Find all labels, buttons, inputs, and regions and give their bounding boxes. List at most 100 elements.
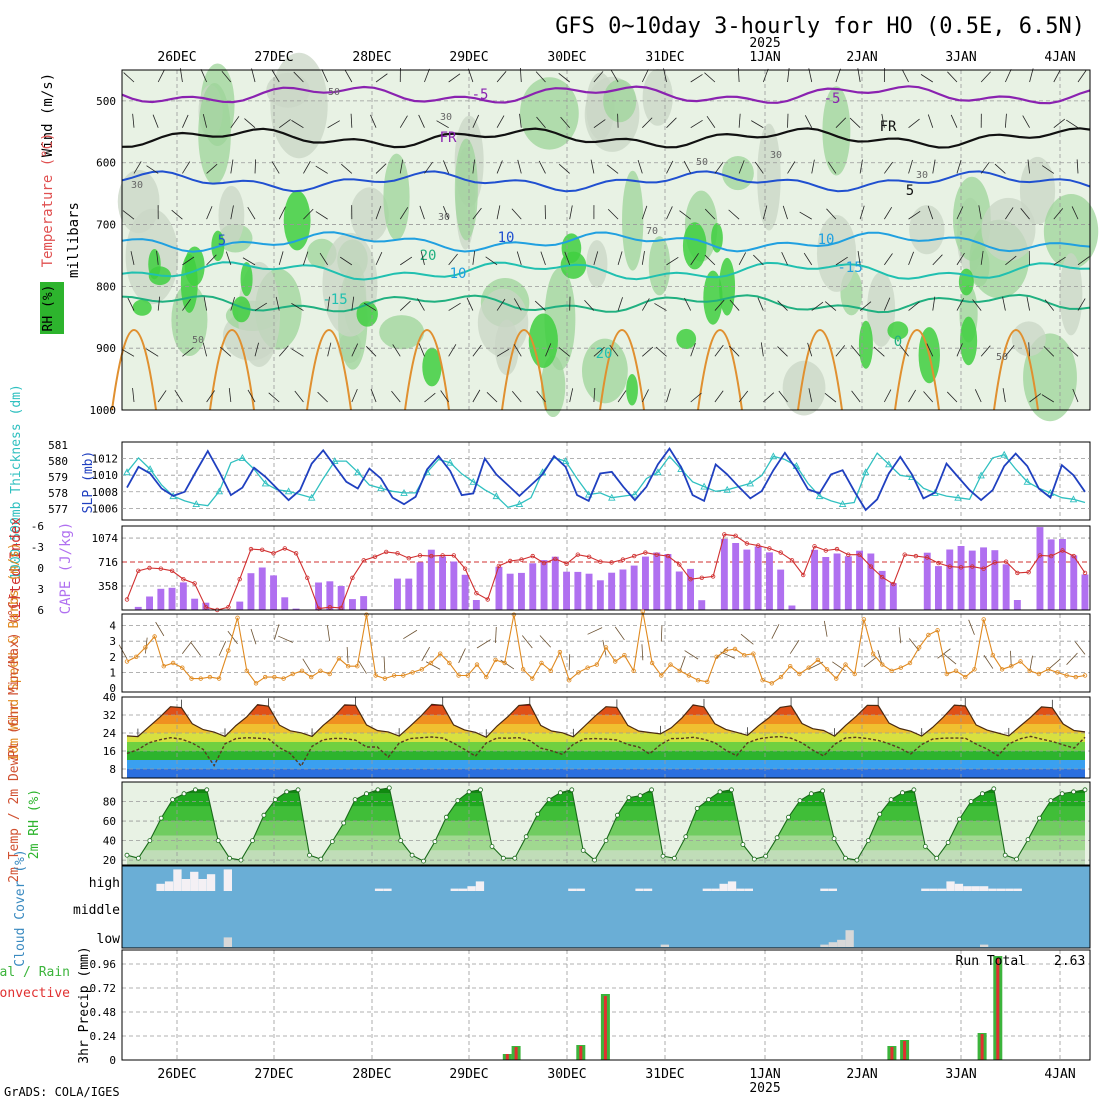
cape-bar [394, 578, 401, 610]
lifted-index-point [981, 566, 986, 571]
inst-frame [121, 525, 1091, 611]
wind-barb [849, 117, 861, 129]
wind-barb [132, 113, 135, 128]
wind-barb [590, 159, 595, 174]
wind-barb [375, 163, 387, 174]
wind-barb [1029, 393, 1042, 403]
wind10-barb [118, 644, 128, 659]
isotherm-label: 10 [818, 232, 835, 248]
wind-barb [225, 251, 232, 265]
rh2m-point [831, 836, 837, 841]
wind10-barb [425, 661, 441, 670]
wind10-tick: 2 [109, 651, 116, 664]
rh2m-point [615, 812, 620, 818]
rh-blob [858, 320, 873, 369]
rh-blob [540, 355, 566, 418]
wind-barb [956, 343, 963, 357]
wind-barb [519, 113, 522, 128]
rh2m-point [284, 789, 290, 795]
li-tick: -6 [31, 520, 44, 533]
wind10-tick: 1 [109, 666, 116, 679]
lifted-index-point [801, 572, 806, 578]
wind-barb [291, 120, 304, 129]
wind-barb [763, 392, 775, 403]
cloud-bar-high [568, 888, 577, 891]
wind10-barb [823, 620, 828, 637]
wind-barb [448, 253, 458, 266]
thickness-point [192, 500, 201, 508]
wind-barb [593, 251, 599, 265]
rh2m-point [1002, 852, 1008, 858]
wind10-point [999, 667, 1005, 672]
pressure-tick: 1000 [90, 404, 117, 417]
precip-convective-bar [579, 1046, 583, 1060]
lifted-index-point [665, 553, 671, 559]
isotherm-25 [111, 329, 157, 411]
wind-barb [683, 160, 692, 174]
wind-barb [835, 256, 848, 266]
rh2m-point [455, 798, 461, 803]
wind-barb [278, 119, 291, 129]
cape-bar [574, 571, 582, 610]
wind-barb [899, 344, 909, 357]
wind-barb [884, 161, 893, 174]
cape-bar [1013, 600, 1021, 610]
rh-blob [528, 313, 558, 368]
wind-barb [1053, 256, 1066, 266]
cloud-bar-low [845, 930, 854, 947]
wind-barb [418, 343, 425, 357]
li-tick: 6 [37, 604, 44, 617]
lifted-index-point [496, 563, 502, 569]
wind-barb [247, 206, 256, 220]
rh2m-point [272, 797, 278, 802]
rh2m-tick: 20 [103, 854, 116, 867]
cape-bar [495, 566, 503, 610]
rh2m-tick: 40 [103, 835, 116, 848]
dewpoint-line [126, 735, 1086, 768]
wind10-point [926, 632, 931, 638]
wind-barb [419, 205, 425, 220]
cloud-bar-high [459, 888, 468, 891]
temp-tick: 40 [103, 691, 116, 704]
lifted-index-point [586, 554, 592, 559]
cape-bar [642, 556, 649, 610]
wind10-point [1027, 668, 1032, 673]
cloud-level-label: high [89, 876, 120, 891]
rh2m-point [717, 789, 723, 795]
precip-panel: 0.96 0.72 0.48 0.24 0 Run Total 2.63 3hr Precip… [0, 946, 1091, 1096]
rh2m-point [1037, 815, 1042, 821]
cape-bar [833, 553, 841, 610]
temp-band [127, 742, 1085, 751]
rh2m-point [865, 838, 871, 843]
wind-barb [1053, 208, 1064, 220]
lifted-index-point [812, 544, 817, 549]
wind10-tick: 4 [109, 620, 116, 633]
wind-barb [738, 113, 741, 128]
wind-barb [496, 160, 503, 174]
wind-barb [424, 161, 433, 174]
isotherm-m5 [121, 85, 1091, 105]
wind-barb [219, 346, 232, 357]
wind10-point [124, 659, 130, 664]
cape-bar [856, 550, 863, 610]
thickness-point [146, 465, 154, 473]
bottom-date-label: 1JAN [749, 1067, 780, 1082]
thickness-point [815, 492, 824, 500]
rh2m-point [466, 789, 472, 795]
rh2m-point [683, 834, 689, 840]
isotherm-fr [121, 127, 1091, 149]
cloud-bar-high [181, 879, 190, 891]
cape-bar [1002, 564, 1010, 610]
cape-bar [653, 552, 661, 610]
rh-blob [240, 261, 253, 297]
wind-barb [244, 118, 256, 129]
rh-blob [494, 319, 519, 376]
cape-bar [1081, 574, 1089, 610]
lifted-index-point [936, 560, 941, 566]
wind10-point [963, 674, 968, 680]
wind-barb [1041, 394, 1055, 403]
wind-barb [729, 345, 740, 357]
thk-frame [121, 441, 1091, 521]
thickness-point [977, 471, 985, 479]
wind-barb [182, 298, 191, 311]
